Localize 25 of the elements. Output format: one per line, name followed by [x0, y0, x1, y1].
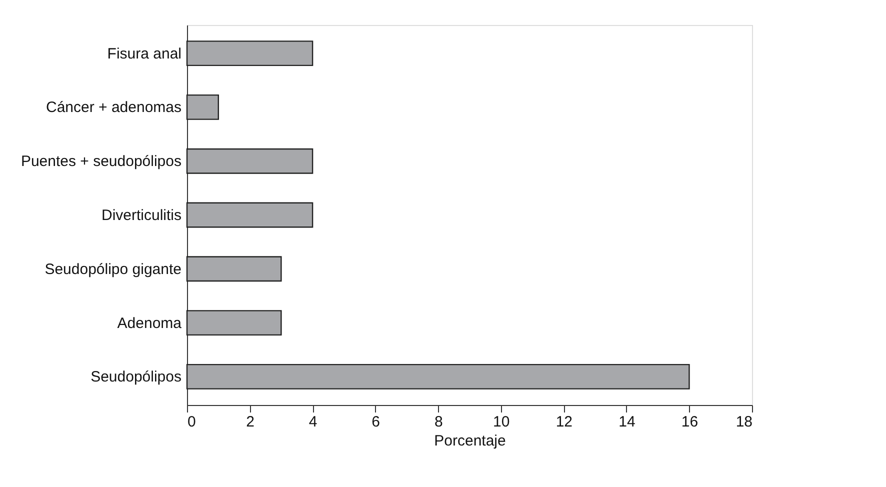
bar: [186, 310, 282, 336]
x-tick-label: 8: [434, 414, 443, 430]
x-tick-label: 18: [736, 414, 752, 430]
bar: [186, 202, 314, 228]
y-tick-label: Fisura anal: [107, 45, 182, 62]
bar: [186, 40, 314, 66]
x-tick-label: 0: [188, 414, 196, 430]
x-axis-title: Porcentaje: [434, 432, 506, 450]
bar: [186, 256, 282, 282]
x-tick-label: 2: [246, 414, 254, 430]
x-tick-label: 4: [308, 414, 318, 430]
y-tick-label: Adenoma: [117, 314, 182, 332]
y-tick-label: Puentes + seudopólipos: [20, 153, 182, 170]
y-tick-label: Diverticulitis: [101, 207, 182, 224]
x-tick-label: 12: [556, 414, 573, 430]
x-tick-label: 14: [618, 414, 636, 430]
x-tick-label: 16: [681, 414, 698, 430]
x-tick-label: 6: [372, 414, 380, 430]
x-tick-label: 10: [493, 414, 510, 430]
y-tick-label: Cáncer + adenomas: [46, 99, 182, 116]
y-tick-label: Seudopólipos: [90, 368, 182, 386]
bar: [186, 148, 314, 174]
bar: [186, 94, 219, 120]
bar: [186, 364, 690, 390]
y-tick-label: Seudopólipo gigante: [44, 260, 182, 278]
